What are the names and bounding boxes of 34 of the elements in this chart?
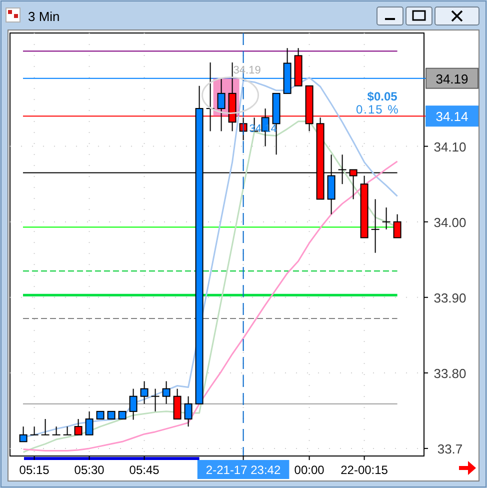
ref-line-label: 34.14: [436, 109, 468, 124]
candlestick: [85, 410, 94, 436]
candlestick: [184, 396, 192, 428]
candlestick: [162, 380, 170, 404]
candlestick: [74, 418, 82, 436]
annotation: 0.15 %: [356, 102, 400, 116]
x-tick-label: 22-00:15: [340, 463, 388, 477]
annotation: 34.19: [233, 64, 261, 76]
candlestick: [382, 206, 391, 230]
x-tick-label: 00:00: [294, 463, 325, 477]
y-tick-label: 33.80: [434, 366, 466, 381]
candlestick: [62, 426, 72, 436]
candlestick: [40, 418, 50, 436]
candlestick: [393, 214, 402, 238]
chart-title: 3 Min: [28, 9, 60, 24]
x-tick-label: 05:45: [129, 463, 160, 477]
candlestick: [30, 426, 39, 436]
candlestick: [150, 388, 160, 412]
candlestick: [173, 388, 182, 420]
candlestick: [52, 426, 61, 436]
y-tick-label: 34.10: [434, 139, 466, 154]
candlestick: [140, 380, 148, 404]
candlestick: [370, 198, 380, 254]
y-tick-label: 33.7: [437, 441, 463, 456]
x-tick-label: 2-21-17 23:42: [206, 463, 281, 477]
x-tick-label: 05:30: [74, 463, 105, 477]
y-tick-label: 33.90: [434, 290, 466, 306]
candlestick: [217, 78, 226, 132]
candlestick: [19, 426, 28, 442]
annotation: $0.05: [367, 90, 398, 104]
ref-line-label: 34.19: [436, 71, 468, 86]
x-tick-label: 05:15: [19, 463, 50, 477]
y-tick-label: 34.00: [434, 214, 466, 230]
candlestick: [129, 388, 138, 420]
